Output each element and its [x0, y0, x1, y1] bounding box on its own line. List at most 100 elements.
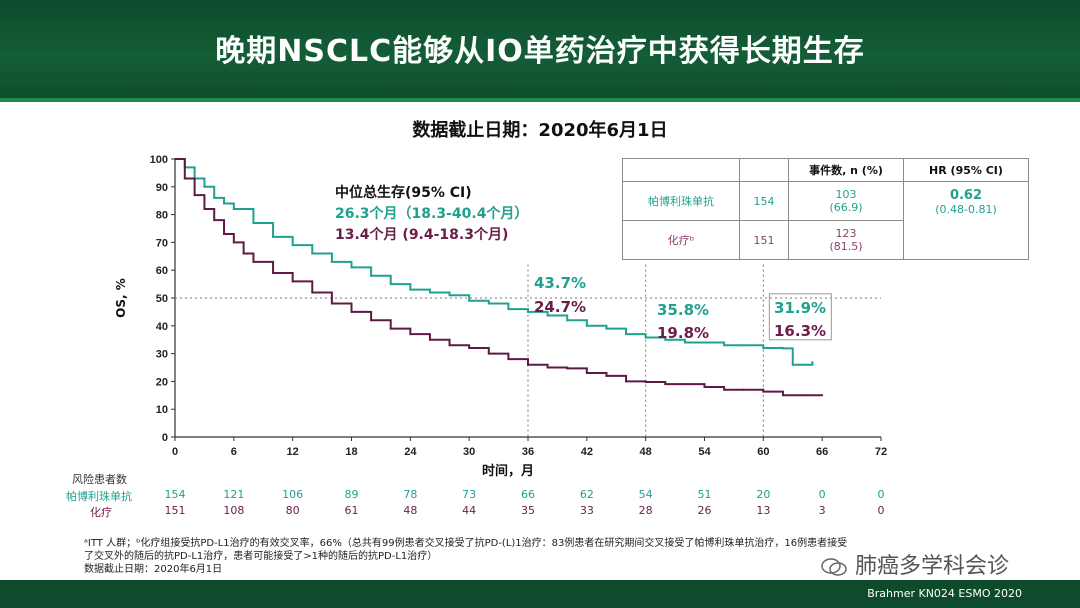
- x-tick-label: 54: [698, 446, 711, 458]
- series-point-chemo: [742, 388, 745, 391]
- risk-value-pembro: 62: [579, 488, 594, 501]
- series-point-pembro: [507, 308, 510, 311]
- wechat-icon: [821, 558, 847, 576]
- slide-title: 晚期NSCLC能够从IO单药治疗中获得长期生存: [215, 34, 865, 69]
- x-tick-label: 48: [640, 446, 652, 458]
- hr-arm-pembro: 帕博利珠单抗: [622, 181, 740, 221]
- series-point-chemo: [272, 271, 275, 274]
- risk-value-chemo: 35: [521, 504, 535, 517]
- series-point-pembro: [330, 260, 333, 263]
- series-point-pembro: [409, 288, 412, 291]
- risk-value-chemo: 80: [285, 504, 300, 517]
- series-point-pembro: [252, 221, 255, 224]
- risk-value-pembro: 73: [462, 488, 477, 501]
- series-point-pembro: [546, 314, 549, 317]
- series-point-chemo: [311, 291, 314, 294]
- annot-36-pembro: 43.7%: [534, 274, 587, 292]
- x-tick-label: 36: [522, 446, 534, 458]
- series-point-chemo: [203, 208, 206, 211]
- series-point-chemo: [527, 363, 529, 366]
- series-point-chemo: [330, 302, 333, 305]
- series-point-chemo: [703, 385, 706, 388]
- series-point-chemo: [644, 380, 647, 383]
- y-tick-label: 70: [156, 237, 168, 249]
- series-point-chemo: [213, 219, 216, 222]
- risk-value-pembro: 54: [638, 488, 653, 501]
- series-point-pembro: [428, 291, 431, 294]
- footnote-line1: ᵃITT 人群；ᵇ化疗组接受抗PD-L1治疗的有效交叉率，66%（总共有99例患…: [84, 538, 848, 549]
- y-tick-label: 0: [162, 432, 168, 444]
- x-tick-label: 18: [345, 446, 357, 458]
- annotation-box-60: [768, 293, 832, 341]
- series-point-pembro: [625, 333, 628, 336]
- y-tick-label: 60: [156, 265, 168, 277]
- series-point-chemo: [448, 344, 451, 347]
- risk-value-chemo: 61: [344, 504, 359, 517]
- risk-value-chemo: 33: [579, 504, 594, 517]
- series-point-chemo: [428, 338, 431, 341]
- risk-title: 风险患者数: [72, 473, 127, 486]
- y-tick-label: 100: [150, 154, 168, 166]
- y-tick-label: 10: [156, 404, 168, 416]
- series-point-chemo: [723, 388, 726, 391]
- slide-subtitle: 数据截止日期：2020年6月1日: [412, 120, 668, 141]
- risk-value-pembro: 106: [282, 488, 304, 501]
- series-point-chemo: [389, 327, 392, 330]
- risk-value-chemo: 28: [638, 504, 653, 517]
- x-tick-label: 60: [757, 446, 769, 458]
- hr-events-pembro-pct: (66.9): [829, 201, 863, 214]
- series-point-chemo: [664, 383, 667, 386]
- watermark: 肺癌多学科会诊: [820, 548, 1009, 580]
- annot-60-chemo: 16.3%: [774, 322, 827, 340]
- series-point-pembro: [566, 319, 569, 322]
- series-point-pembro: [291, 244, 294, 247]
- median-pembro: 26.3个月（18.3-40.4个月）: [335, 206, 529, 222]
- series-point-chemo: [193, 194, 196, 197]
- hr-events-chemo-pct: (81.5): [829, 240, 863, 253]
- footnote-line3: 数据截止日期：2020年6月1日: [84, 564, 223, 575]
- series-point-chemo: [781, 394, 784, 397]
- series-point-pembro: [811, 360, 814, 363]
- series-point-chemo: [821, 394, 824, 397]
- y-tick-label: 20: [156, 376, 168, 388]
- series-point-pembro: [762, 347, 765, 350]
- x-tick-label: 6: [231, 446, 237, 458]
- y-tick-label: 90: [156, 182, 168, 194]
- x-tick-label: 12: [287, 446, 299, 458]
- hr-header-hr: HR (95% CI): [903, 158, 1029, 182]
- hr-value-cell: 0.62 (0.48-0.81): [903, 181, 1029, 260]
- series-point-chemo: [683, 383, 686, 386]
- series-point-pembro: [350, 266, 353, 269]
- series-point-chemo: [605, 374, 608, 377]
- series-point-pembro: [223, 202, 226, 205]
- hr-n-chemo: 151: [739, 220, 789, 260]
- series-point-pembro: [213, 196, 216, 199]
- risk-value-pembro: 78: [403, 488, 418, 501]
- y-tick-label: 30: [156, 349, 168, 361]
- hr-events-pembro: 103 (66.9): [788, 181, 904, 221]
- risk-value-pembro: 121: [223, 488, 245, 501]
- series-point-pembro: [311, 252, 314, 255]
- series-point-chemo: [409, 333, 412, 336]
- hr-n-pembro: 154: [739, 181, 789, 221]
- x-tick-label: 30: [463, 446, 475, 458]
- hr-value: 0.62: [949, 188, 983, 203]
- hr-header-n: [739, 158, 789, 182]
- series-point-chemo: [801, 394, 804, 397]
- series-point-pembro: [448, 294, 451, 297]
- series-point-pembro: [272, 235, 275, 238]
- x-tick-label: 0: [172, 446, 178, 458]
- series-point-chemo: [174, 158, 176, 160]
- risk-label-chemo: 化疗: [90, 506, 112, 519]
- header-stripe: [0, 98, 1080, 102]
- series-point-pembro: [203, 185, 206, 188]
- risk-value-chemo: 3: [818, 504, 826, 517]
- series-point-pembro: [723, 344, 726, 347]
- risk-value-chemo: 151: [164, 504, 186, 517]
- x-tick-label: 72: [875, 446, 887, 458]
- watermark-text: 肺癌多学科会诊: [855, 554, 1010, 579]
- risk-value-pembro: 0: [877, 488, 885, 501]
- hr-table: 事件数, n (%) HR (95% CI) 帕博利珠单抗 154 103 (6…: [622, 158, 1029, 260]
- risk-value-chemo: 13: [756, 504, 771, 517]
